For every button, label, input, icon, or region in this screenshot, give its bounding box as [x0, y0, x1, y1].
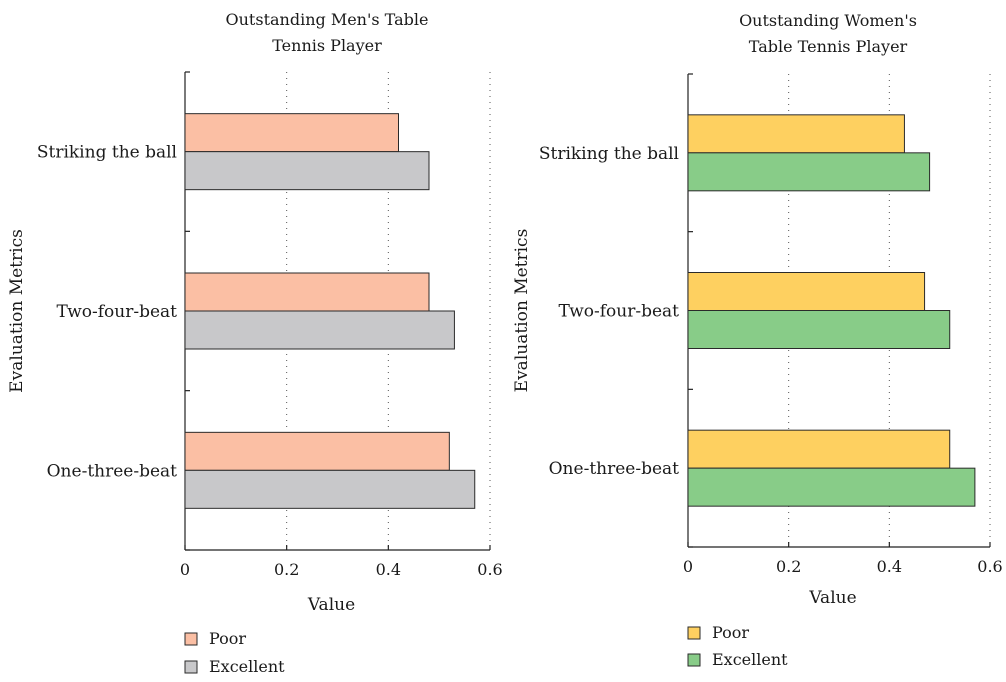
chart-panel-1: Outstanding Men's Table Tennis Player 0 0.2… [7, 10, 503, 676]
legend-swatch-poor [687, 626, 701, 640]
legend-label: Excellent [712, 650, 788, 669]
chart-title-line: Outstanding Men's Table [226, 10, 429, 29]
bar-excellent [687, 467, 976, 507]
legend-label: Poor [712, 623, 749, 642]
x-axis-label: Value [808, 588, 856, 608]
legend-label: Poor [209, 629, 246, 648]
bar-poor [184, 272, 430, 312]
category-label: Striking the ball [539, 144, 679, 164]
x-tick-label: 0.4 [877, 557, 902, 576]
x-axis-label: Value [307, 595, 355, 615]
x-tick-label: 0.6 [977, 557, 1002, 576]
y-axis-label: Evaluation Metrics [512, 229, 532, 393]
bar-poor [687, 114, 905, 154]
legend-swatch-excellent [687, 653, 701, 667]
x-tick-label: 0.4 [376, 560, 401, 579]
chart-panel-2: Outstanding Women's Table Tennis Player 0 0… [512, 11, 1003, 669]
bar-poor [184, 113, 399, 153]
y-axis-label: Evaluation Metrics [7, 229, 27, 393]
bar-excellent [184, 469, 476, 509]
x-tick-label: 0 [180, 560, 190, 579]
x-tick-label: 0 [683, 557, 693, 576]
chart-title-line: Tennis Player [272, 36, 382, 55]
category-label: Striking the ball [37, 143, 177, 163]
x-tick-label: 0.2 [274, 560, 299, 579]
bar-excellent [184, 151, 430, 191]
chart-title-line: Outstanding Women's [739, 11, 917, 30]
bar-excellent [687, 310, 951, 349]
x-tick-label: 0.6 [477, 560, 502, 579]
bar-poor [184, 431, 450, 471]
legend-swatch-excellent [184, 660, 198, 674]
chart-title-line: Table Tennis Player [749, 37, 908, 56]
category-label: One-three-beat [549, 459, 680, 479]
bar-poor [687, 429, 951, 469]
category-label: Two-four-beat [56, 302, 177, 322]
legend-label: Excellent [209, 657, 285, 676]
category-label: One-three-beat [47, 461, 178, 481]
x-tick-label: 0.2 [776, 557, 801, 576]
category-label: Two-four-beat [558, 302, 679, 322]
bar-excellent [184, 310, 455, 350]
bar-excellent [687, 152, 931, 192]
legend-swatch-poor [184, 632, 198, 646]
bar-poor [687, 272, 926, 311]
